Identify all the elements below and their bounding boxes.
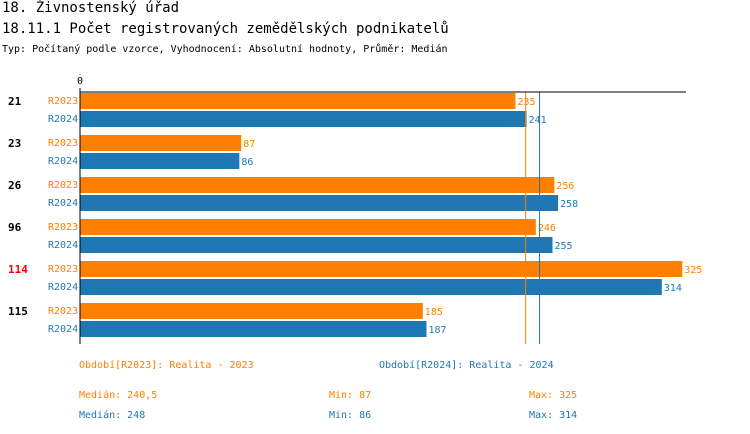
- data-label-114-r2023: 325: [684, 265, 702, 276]
- data-label-96-r2024: 255: [555, 241, 573, 252]
- bar-21-r2024: [80, 111, 527, 127]
- bar-23-r2024: [80, 153, 240, 169]
- category-label-23: 23: [8, 137, 21, 150]
- data-label-96-r2023: 246: [538, 223, 556, 234]
- series-label-r2024: R2024: [48, 240, 78, 251]
- category-label-21: 21: [8, 95, 22, 108]
- section-title: 18. Živnostenský úřad: [2, 0, 180, 16]
- category-label-26: 26: [8, 179, 22, 192]
- bar-23-r2023: [80, 135, 242, 151]
- data-label-23-r2024: 86: [241, 157, 253, 168]
- category-label-114: 114: [8, 263, 28, 276]
- data-label-26-r2023: 256: [556, 181, 574, 192]
- min-r2024: Min: 86: [329, 410, 372, 421]
- series-label-r2024: R2024: [48, 324, 78, 335]
- x-tick-label: 0: [77, 76, 83, 87]
- series-label-r2024: R2024: [48, 282, 78, 293]
- chart-title: 18.11.1 Počet registrovaných zemědělskýc…: [2, 21, 449, 37]
- series-label-r2024: R2024: [48, 114, 78, 125]
- legend-r2024: Období[R2024]: Realita - 2024: [379, 360, 554, 371]
- data-label-23-r2023: 87: [243, 139, 255, 150]
- bar-114-r2023: [80, 261, 683, 277]
- series-label-r2023: R2023: [48, 222, 78, 233]
- series-label-r2023: R2023: [48, 306, 78, 317]
- bar-26-r2024: [80, 195, 559, 211]
- bar-26-r2023: [80, 177, 555, 193]
- median-r2023: Medián: 240,5: [79, 390, 158, 401]
- legend-r2023: Období[R2023]: Realita - 2023: [79, 360, 254, 371]
- category-label-96: 96: [8, 221, 22, 234]
- min-r2023: Min: 87: [329, 390, 372, 401]
- data-label-26-r2024: 258: [560, 199, 578, 210]
- category-label-115: 115: [8, 305, 28, 318]
- series-label-r2024: R2024: [48, 156, 78, 167]
- data-label-21-r2023: 235: [517, 97, 535, 108]
- bar-21-r2023: [80, 93, 516, 109]
- data-label-115-r2023: 185: [425, 307, 443, 318]
- series-label-r2024: R2024: [48, 198, 78, 209]
- max-r2023: Max: 325: [529, 390, 578, 401]
- bar-114-r2024: [80, 279, 662, 295]
- bar-115-r2023: [80, 303, 423, 319]
- bar-115-r2024: [80, 321, 427, 337]
- max-r2024: Max: 314: [529, 410, 578, 421]
- bar-96-r2024: [80, 237, 553, 253]
- series-label-r2023: R2023: [48, 180, 78, 191]
- median-r2024: Medián: 248: [79, 410, 146, 421]
- data-label-114-r2024: 314: [664, 283, 682, 294]
- data-label-21-r2024: 241: [529, 115, 547, 126]
- series-label-r2023: R2023: [48, 96, 78, 107]
- bar-96-r2023: [80, 219, 536, 235]
- chart-subtitle: Typ: Počítaný podle vzorce, Vyhodnocení:…: [2, 44, 448, 55]
- data-label-115-r2024: 187: [429, 325, 447, 336]
- series-label-r2023: R2023: [48, 264, 78, 275]
- series-label-r2023: R2023: [48, 138, 78, 149]
